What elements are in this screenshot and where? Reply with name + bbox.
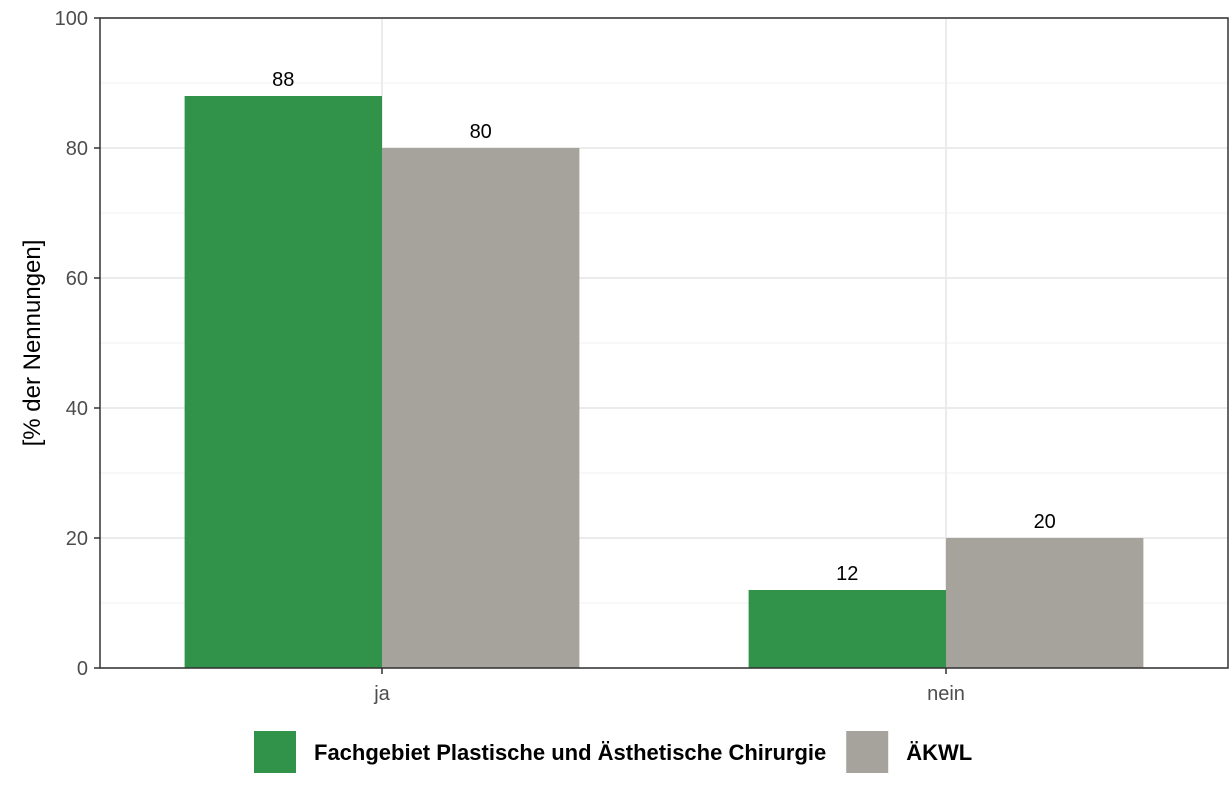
y-axis: 0 20 40 60 80 100 [55, 8, 100, 680]
bar-value-label: 20 [1034, 511, 1056, 533]
bar [184, 96, 382, 668]
x-axis: ja nein [373, 668, 965, 705]
bar-value-label: 80 [470, 121, 492, 143]
bars [184, 96, 1144, 668]
legend-key [254, 731, 296, 773]
y-tick-label: 20 [66, 528, 88, 550]
legend-label: Fachgebiet Plastische und Ästhetische Ch… [314, 740, 826, 765]
x-tick-label: ja [373, 683, 390, 705]
y-axis-title: [% der Nennungen] [19, 240, 46, 447]
bar [382, 148, 580, 668]
y-tick-label: 60 [66, 268, 88, 290]
bar [748, 590, 946, 668]
y-tick-label: 40 [66, 398, 88, 420]
legend-label: ÄKWL [906, 740, 972, 765]
y-tick-label: 100 [55, 8, 88, 30]
y-tick-label: 0 [77, 658, 88, 680]
bar-value-label: 12 [836, 563, 858, 585]
legend: Fachgebiet Plastische und Ästhetische Ch… [254, 731, 972, 773]
y-tick-label: 80 [66, 138, 88, 160]
plot-panel-border [99, 17, 1229, 669]
legend-key [846, 731, 889, 773]
x-tick-label: nein [927, 683, 965, 705]
bar-value-labels: 88 80 12 20 [272, 69, 1056, 585]
bar-value-label: 88 [272, 69, 294, 91]
bar [946, 538, 1144, 668]
